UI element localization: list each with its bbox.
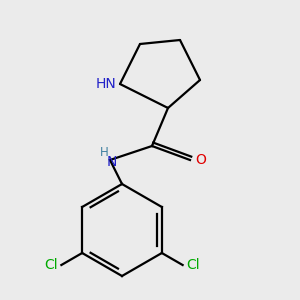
Text: O: O bbox=[195, 153, 206, 167]
Text: Cl: Cl bbox=[44, 258, 57, 272]
Text: N: N bbox=[107, 155, 117, 169]
Text: HN: HN bbox=[96, 77, 117, 91]
Text: H: H bbox=[100, 146, 108, 159]
Text: Cl: Cl bbox=[187, 258, 200, 272]
